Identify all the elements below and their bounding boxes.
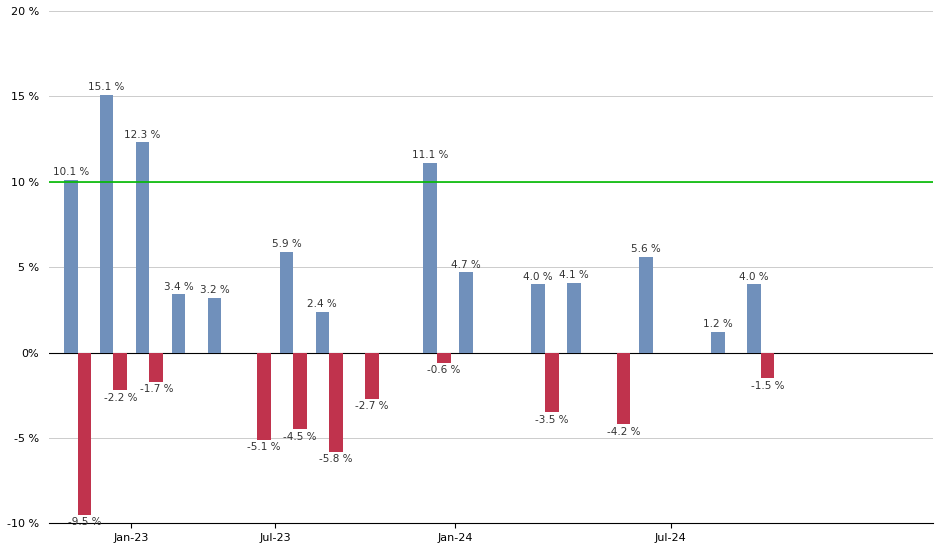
Text: -4.2 %: -4.2 % (607, 427, 640, 437)
Text: -0.6 %: -0.6 % (427, 365, 461, 375)
Bar (77, 353, 91, 515)
Text: 3.4 %: 3.4 % (164, 282, 194, 292)
Text: 4.1 %: 4.1 % (559, 270, 588, 280)
Text: 4.0 %: 4.0 % (524, 272, 553, 282)
Bar (567, 283, 581, 353)
Bar (329, 353, 343, 452)
Bar (316, 311, 329, 353)
Bar (100, 95, 114, 353)
Bar (64, 180, 77, 353)
Bar (114, 353, 127, 390)
Bar (747, 284, 760, 353)
Text: -2.2 %: -2.2 % (103, 393, 137, 403)
Text: 4.7 %: 4.7 % (451, 260, 481, 270)
Bar (545, 353, 558, 412)
Text: 2.4 %: 2.4 % (307, 299, 337, 309)
Text: 12.3 %: 12.3 % (124, 130, 161, 140)
Bar (423, 163, 437, 353)
Bar (293, 353, 306, 430)
Bar (208, 298, 221, 353)
Bar (135, 142, 149, 353)
Bar (617, 353, 631, 424)
Bar (639, 257, 652, 353)
Text: 3.2 %: 3.2 % (199, 285, 229, 295)
Text: -3.5 %: -3.5 % (535, 415, 569, 425)
Text: 5.6 %: 5.6 % (631, 244, 661, 254)
Text: 1.2 %: 1.2 % (703, 320, 732, 329)
Text: 10.1 %: 10.1 % (53, 167, 89, 178)
Bar (711, 332, 725, 353)
Text: -4.5 %: -4.5 % (283, 432, 317, 442)
Text: -5.8 %: -5.8 % (320, 454, 352, 464)
Text: -1.5 %: -1.5 % (751, 381, 784, 390)
Text: -2.7 %: -2.7 % (355, 401, 389, 411)
Bar (460, 272, 473, 353)
Bar (365, 353, 379, 399)
Bar (258, 353, 271, 439)
Text: -1.7 %: -1.7 % (139, 384, 173, 394)
Bar (172, 294, 185, 353)
Bar (279, 252, 293, 353)
Text: 15.1 %: 15.1 % (88, 82, 125, 92)
Text: 5.9 %: 5.9 % (272, 239, 301, 249)
Text: -9.5 %: -9.5 % (68, 518, 102, 527)
Bar (531, 284, 545, 353)
Bar (437, 353, 450, 363)
Bar (149, 353, 164, 382)
Text: 11.1 %: 11.1 % (412, 150, 448, 161)
Text: -5.1 %: -5.1 % (247, 442, 281, 452)
Bar (760, 353, 775, 378)
Text: 4.0 %: 4.0 % (739, 272, 769, 282)
